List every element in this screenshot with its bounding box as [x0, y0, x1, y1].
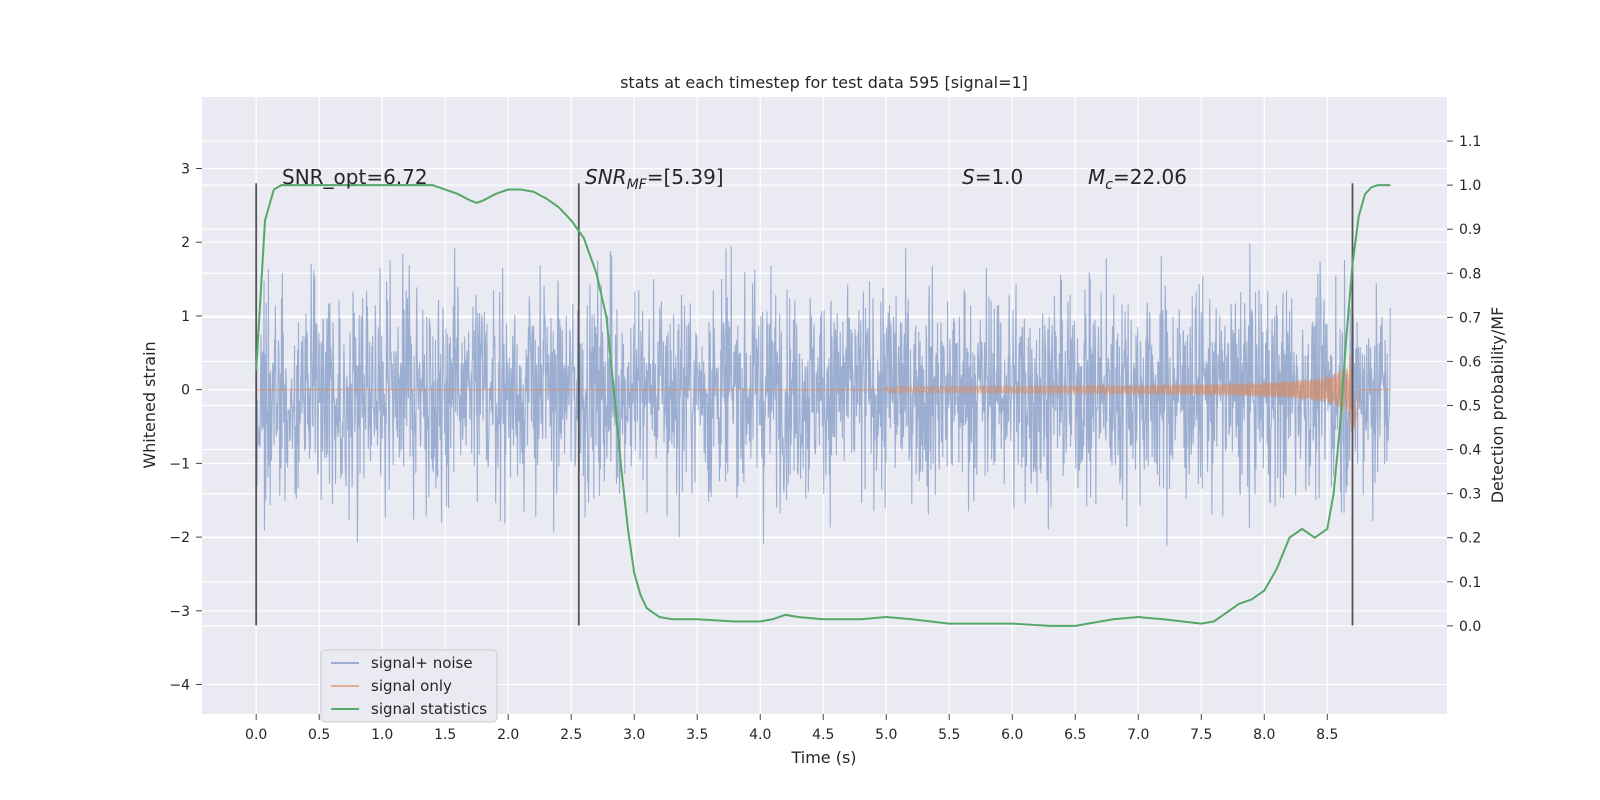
- chart-title: stats at each timestep for test data 595…: [620, 73, 1028, 92]
- x-tick-label: 5.0: [875, 727, 897, 743]
- y2-tick-label: 0.6: [1459, 354, 1481, 370]
- y2-tick-label: 0.3: [1459, 487, 1481, 503]
- x-tick-label: 1.0: [371, 727, 393, 743]
- x-tick-label: 7.5: [1190, 727, 1212, 743]
- y2-tick-label: 0.5: [1459, 399, 1481, 415]
- x-tick-label: 2.5: [560, 727, 582, 743]
- y2-axis-label: Detection probability/MF: [1488, 307, 1507, 504]
- x-tick-label: 0.5: [308, 727, 330, 743]
- s-annotation: S=1.0: [962, 165, 1023, 189]
- data-traces: [255, 243, 1391, 546]
- x-tick-label: 1.5: [434, 727, 456, 743]
- legend: signal+ noise signal only signal statist…: [320, 649, 498, 723]
- x-tick-label: 4.5: [812, 727, 834, 743]
- y-tick-label: −2: [169, 530, 190, 546]
- mc-annotation: Mc=22.06: [1088, 165, 1187, 193]
- legend-box: [320, 649, 498, 723]
- x-tick-label: 5.5: [938, 727, 960, 743]
- y-tick-label: 3: [181, 162, 190, 178]
- mc-italic: M: [1088, 165, 1105, 189]
- x-tick-label: 8.5: [1316, 727, 1338, 743]
- snr-opt-annotation: SNR_opt=6.72: [282, 165, 428, 189]
- y2-tick-label: 1.0: [1459, 178, 1481, 194]
- y2-tick-label: 0.8: [1459, 266, 1481, 282]
- x-tick-label: 6.0: [1001, 727, 1023, 743]
- legend-label-noise: signal+ noise: [371, 654, 473, 672]
- s-italic: S: [962, 165, 975, 189]
- x-tick-label: 7.0: [1127, 727, 1149, 743]
- y2-tick-label: 0.7: [1459, 310, 1481, 326]
- chart-overlays: [255, 183, 1391, 627]
- mc-subscript: c: [1105, 177, 1113, 193]
- y-tick-label: −1: [169, 456, 190, 472]
- y-tick-label: 2: [181, 235, 190, 251]
- signal-statistics-line: [255, 184, 1391, 627]
- y-tick-label: −4: [169, 678, 190, 694]
- x-tick-label: 3.5: [686, 727, 708, 743]
- x-tick-label: 8.0: [1253, 727, 1275, 743]
- y-tick-label: 1: [181, 309, 190, 325]
- x-tick-label: 6.5: [1064, 727, 1086, 743]
- y2-tick-label: 0.2: [1459, 531, 1481, 547]
- snr-mf-italic: SNR: [585, 165, 627, 189]
- y2-tick-label: 0.9: [1459, 222, 1481, 238]
- y-axis-label: Whitened strain: [140, 341, 159, 468]
- s-value: =1.0: [975, 165, 1024, 189]
- axis-ticks: 0.0 0.5 1.0 1.5 2.0 2.5 3.0 3.5 4.0 4.5 5.0 5.5 6.0 6…: [169, 134, 1481, 743]
- snr-mf-subscript: MF: [627, 177, 648, 193]
- x-tick-label: 4.0: [749, 727, 771, 743]
- y-tick-label: −3: [169, 604, 190, 620]
- snr-mf-annotation: SNRMF=[5.39]: [585, 165, 724, 193]
- y2-tick-label: 0.4: [1459, 443, 1481, 459]
- x-tick-label: 2.0: [497, 727, 519, 743]
- y2-tick-label: 1.1: [1459, 134, 1481, 150]
- legend-label-signal: signal only: [371, 677, 452, 695]
- signal-only-trace: [256, 348, 1391, 439]
- x-tick-label: 0.0: [245, 727, 267, 743]
- noise-trace: [255, 243, 1391, 546]
- x-tick-label: 3.0: [623, 727, 645, 743]
- snr-mf-value: =[5.39]: [647, 165, 724, 189]
- y2-tick-label: 0.0: [1459, 619, 1481, 635]
- legend-label-stats: signal statistics: [371, 700, 487, 718]
- y2-tick-label: 0.1: [1459, 575, 1481, 591]
- mc-value: =22.06: [1113, 165, 1187, 189]
- x-axis-label: Time (s): [790, 748, 856, 767]
- y-tick-label: 0: [181, 383, 190, 399]
